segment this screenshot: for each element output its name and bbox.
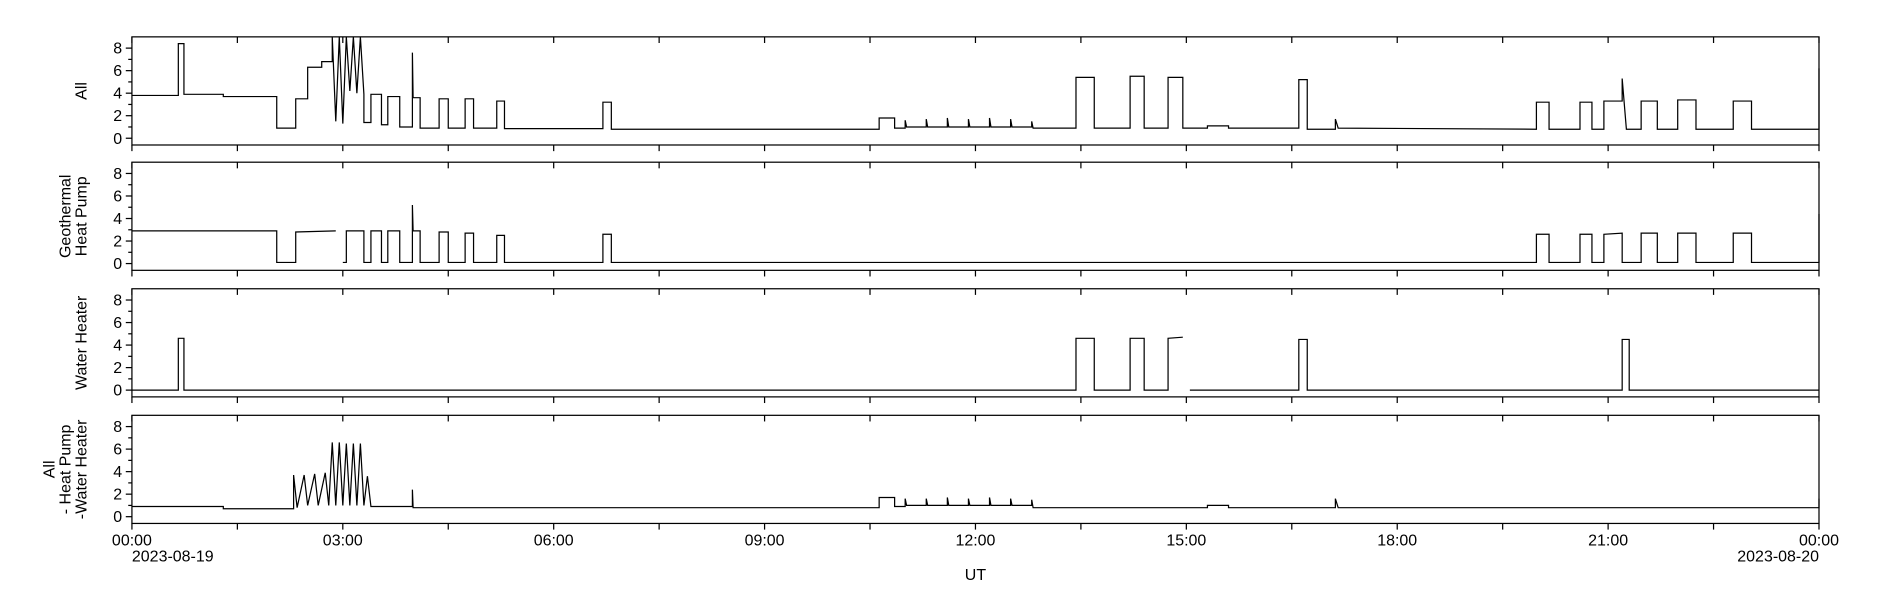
y-axis-label: Water Heater — [73, 295, 90, 390]
x-tick-label: 12:00 — [955, 533, 995, 550]
y-tick-label: 4 — [113, 464, 122, 481]
x-tick-label: 09:00 — [745, 533, 785, 550]
y-tick-label: 8 — [113, 293, 122, 310]
panel-frame — [131, 161, 1820, 271]
y-tick-label: 8 — [113, 166, 122, 183]
y-axis-label: All — [73, 82, 90, 100]
y-axis-label: Heat Pump — [73, 176, 90, 256]
y-tick-label: 2 — [113, 360, 122, 377]
y-tick-label: 6 — [113, 442, 122, 459]
series-line — [131, 36, 1820, 130]
series-line — [131, 442, 1820, 510]
x-tick-label: 00:00 — [1799, 533, 1839, 550]
x-tick-label: 00:00 — [112, 533, 152, 550]
y-axis-label: -Water Heater — [73, 419, 90, 519]
y-tick-label: 4 — [113, 338, 122, 355]
y-tick-label: 6 — [113, 63, 122, 80]
y-tick-label: 4 — [113, 211, 122, 228]
y-tick-label: 2 — [113, 108, 122, 125]
y-axis-label: All — [42, 461, 59, 479]
y-tick-label: 2 — [113, 234, 122, 251]
y-tick-label: 8 — [113, 419, 122, 436]
series-line — [131, 204, 1820, 264]
y-axis-label: Geothermal — [57, 175, 74, 258]
x-tick-label: 06:00 — [534, 533, 574, 550]
x-date-label: 2023-08-19 — [132, 549, 214, 566]
x-date-label: 2023-08-20 — [1737, 549, 1819, 566]
y-tick-label: 4 — [113, 86, 122, 103]
y-tick-label: 0 — [113, 383, 122, 400]
x-tick-label: 18:00 — [1377, 533, 1417, 550]
y-tick-label: 6 — [113, 315, 122, 332]
y-tick-label: 0 — [113, 131, 122, 148]
y-tick-label: 0 — [113, 256, 122, 273]
y-tick-label: 6 — [113, 189, 122, 206]
y-tick-label: 8 — [113, 41, 122, 58]
x-tick-label: 21:00 — [1588, 533, 1628, 550]
x-tick-label: 03:00 — [323, 533, 363, 550]
panel-frame — [131, 288, 1820, 398]
series-line — [131, 336, 1819, 391]
y-tick-label: 0 — [113, 509, 122, 526]
x-axis-label: UT — [965, 567, 987, 584]
y-tick-label: 2 — [113, 487, 122, 504]
y-axis-label: - Heat Pump — [57, 424, 74, 514]
x-tick-label: 15:00 — [1166, 533, 1206, 550]
